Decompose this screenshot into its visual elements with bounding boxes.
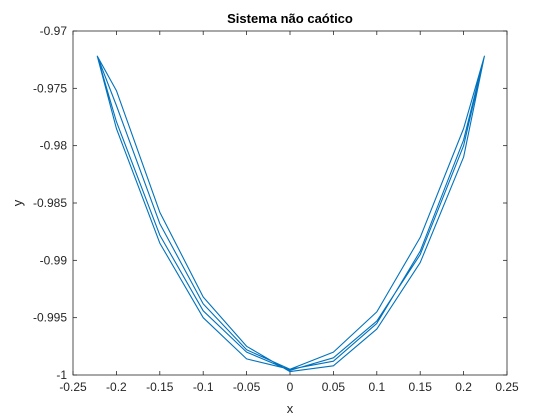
y-tick-label: -0.97: [40, 24, 68, 38]
x-tick-label: -0.15: [146, 380, 174, 394]
x-tick-label: 0.15: [409, 380, 433, 394]
x-tick-label: -0.2: [106, 380, 127, 394]
chart-title: Sistema não caótico: [227, 11, 353, 26]
y-tick-label: -1: [56, 368, 67, 382]
x-tick-label: -0.05: [233, 380, 261, 394]
y-tick-label: -0.98: [40, 139, 68, 153]
x-tick-label: 0: [287, 380, 294, 394]
data-layer: [96, 55, 485, 373]
x-axis-label: x: [287, 401, 294, 416]
y-tick-label: -0.995: [33, 311, 67, 325]
ticks-layer: -0.25 -0.2 -0.15 -0.1 -0.05 0 0.05 0.1 0.15 0.2 0.…: [33, 24, 519, 394]
y-tick-label: -0.99: [40, 253, 68, 267]
plot-area: [73, 31, 507, 375]
y-tick-label: -0.985: [33, 196, 67, 210]
y-axis-label: y: [10, 199, 25, 206]
y-tick-label: -0.975: [33, 81, 67, 95]
x-tick-label: 0.1: [368, 380, 385, 394]
axes-box: [72, 30, 508, 376]
x-tick-label: 0.25: [495, 380, 519, 394]
x-tick-label: 0.05: [322, 380, 346, 394]
x-tick-label: -0.1: [193, 380, 214, 394]
x-tick-label: -0.25: [59, 380, 87, 394]
series-line: [96, 55, 485, 373]
x-tick-label: 0.2: [455, 380, 472, 394]
